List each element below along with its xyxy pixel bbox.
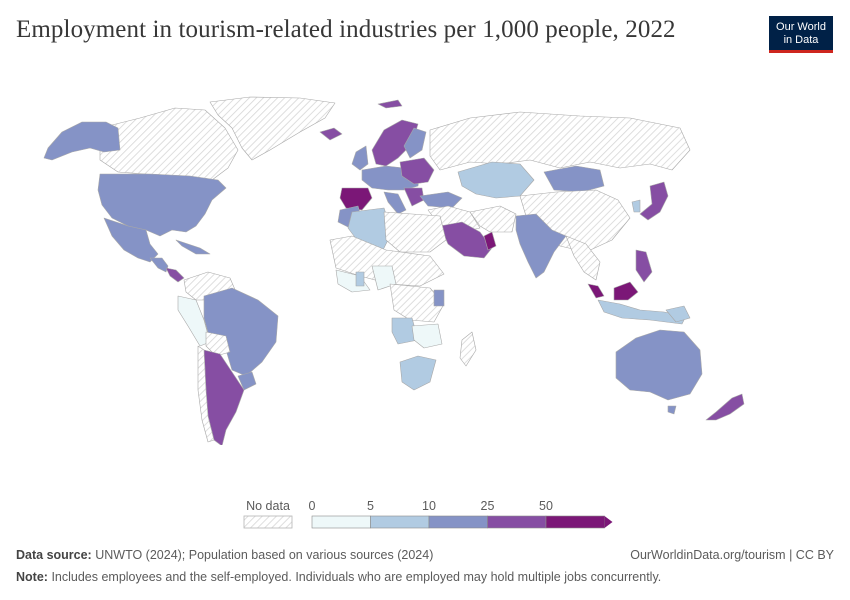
credit-link[interactable]: OurWorldinData.org/tourism | CC BY	[630, 548, 834, 562]
country-iceland[interactable]	[319, 127, 343, 141]
data-source: Data source: UNWTO (2024); Population ba…	[16, 548, 576, 562]
country-mongolia[interactable]	[543, 165, 605, 193]
country-costa-rica[interactable]	[165, 267, 185, 283]
country-tasmania[interactable]	[667, 405, 677, 415]
country-uae-oman[interactable]	[483, 231, 497, 251]
country-italy[interactable]	[383, 191, 407, 215]
country-north-africa[interactable]	[383, 211, 447, 253]
country-greenland[interactable]	[209, 96, 336, 161]
legend-no-data-swatch	[243, 515, 293, 529]
country-australia[interactable]	[615, 329, 703, 401]
country-kenya[interactable]	[433, 289, 445, 307]
owid-logo[interactable]: Our World in Data	[769, 16, 833, 53]
country-korea[interactable]	[631, 199, 641, 213]
legend-tick-4: 50	[539, 499, 553, 513]
chart-note: Note: Includes employees and the self-em…	[16, 570, 836, 584]
country-new-zealand[interactable]	[705, 393, 745, 421]
country-india[interactable]	[515, 213, 567, 279]
country-papua-new-guinea[interactable]	[665, 305, 691, 323]
country-usa[interactable]	[97, 173, 227, 237]
legend-tick-3: 25	[481, 499, 495, 513]
country-madagascar[interactable]	[459, 331, 477, 367]
legend-tick-2: 10	[422, 499, 436, 513]
country-iran-afghanistan[interactable]	[469, 205, 517, 233]
country-alaska[interactable]	[43, 121, 121, 161]
legend-bin-1[interactable]	[370, 515, 430, 529]
note-label: Note:	[16, 570, 48, 584]
country-philippines[interactable]	[635, 249, 653, 283]
legend-tick-0: 0	[309, 499, 316, 513]
legend-bin-2[interactable]	[428, 515, 488, 529]
world-map	[43, 96, 745, 445]
country-spain[interactable]	[339, 187, 373, 211]
country-southern-africa[interactable]	[411, 323, 443, 349]
country-peru-ecuador[interactable]	[177, 295, 211, 347]
logo-line-1: Our World	[776, 21, 826, 33]
country-eastern-europe[interactable]	[399, 157, 435, 185]
source-text: UNWTO (2024); Population based on variou…	[95, 548, 434, 562]
logo-line-2: in Data	[783, 34, 819, 46]
legend-bin-3[interactable]	[487, 515, 547, 529]
country-russia[interactable]	[429, 111, 691, 171]
country-ghana[interactable]	[355, 271, 365, 287]
country-turkey[interactable]	[419, 191, 463, 209]
country-bolivia[interactable]	[205, 331, 231, 357]
country-chile[interactable]	[197, 345, 215, 443]
legend-no-data-label: No data	[246, 499, 290, 513]
country-japan[interactable]	[639, 181, 669, 221]
legend-tick-1: 5	[367, 499, 374, 513]
legend-bin-4[interactable]	[545, 515, 605, 529]
country-uruguay[interactable]	[237, 371, 257, 391]
legend-bin-0[interactable]	[311, 515, 371, 529]
country-angola[interactable]	[391, 317, 419, 345]
country-saudi-arabia[interactable]	[439, 221, 493, 259]
country-south-africa[interactable]	[399, 355, 437, 391]
country-uk[interactable]	[351, 145, 369, 171]
country-finland[interactable]	[403, 127, 427, 159]
country-malaysia[interactable]	[587, 283, 605, 299]
country-svalbard[interactable]	[377, 99, 403, 109]
note-text: Includes employees and the self-employed…	[51, 570, 662, 584]
source-label: Data source:	[16, 548, 92, 562]
country-caribbean[interactable]	[175, 239, 211, 255]
country-borneo[interactable]	[613, 281, 639, 301]
country-se-asia[interactable]	[565, 235, 601, 281]
chart-title: Employment in tourism-related industries…	[16, 16, 676, 43]
legend-arrow-icon	[604, 516, 613, 528]
country-central-africa[interactable]	[389, 283, 445, 323]
country-canada-north[interactable]	[99, 107, 239, 181]
